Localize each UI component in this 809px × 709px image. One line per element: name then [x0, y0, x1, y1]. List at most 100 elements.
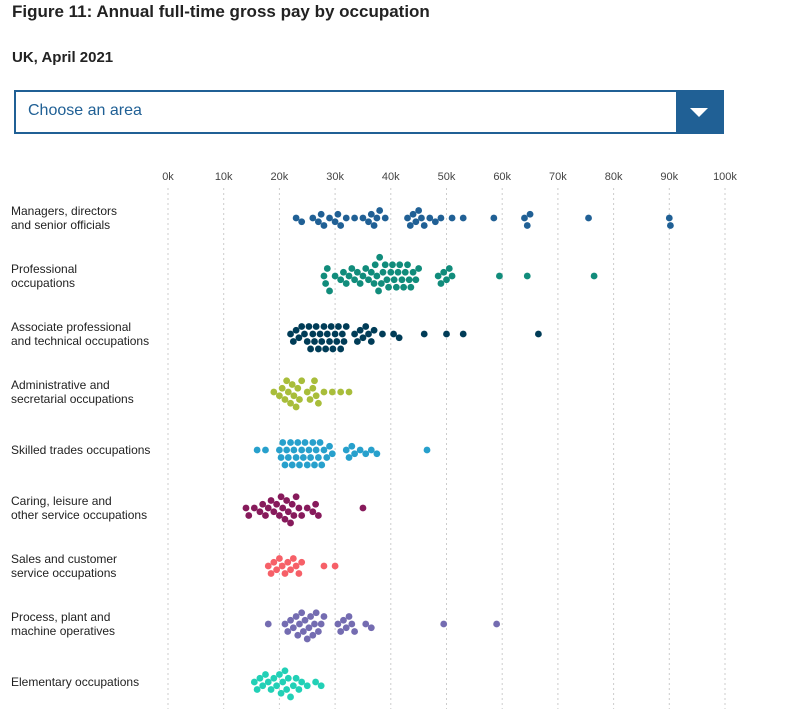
data-point — [295, 504, 303, 512]
data-point — [312, 500, 320, 508]
data-point — [412, 276, 420, 284]
data-point — [289, 624, 297, 632]
data-point — [288, 381, 296, 388]
category-label: service occupations — [11, 566, 116, 580]
data-point — [314, 454, 322, 461]
data-point — [276, 555, 283, 562]
data-point — [277, 689, 285, 697]
data-point — [287, 566, 294, 574]
data-point — [284, 674, 292, 682]
data-point — [295, 334, 303, 342]
data-point — [404, 261, 411, 269]
data-point — [245, 512, 253, 519]
data-point — [326, 214, 333, 222]
data-point — [383, 276, 391, 284]
category-label: Elementary occupations — [11, 675, 139, 689]
data-point — [309, 439, 317, 446]
category-label: Associate professional — [11, 320, 131, 334]
data-point — [322, 280, 330, 287]
data-point — [314, 628, 322, 635]
data-point — [323, 265, 331, 272]
x-tick-label: 70k — [549, 171, 567, 183]
data-point — [284, 388, 292, 396]
category-label: machine operatives — [11, 624, 115, 638]
data-point — [317, 620, 325, 628]
data-point — [270, 508, 278, 516]
data-point — [590, 272, 598, 280]
data-point — [340, 338, 348, 345]
dropdown-button[interactable] — [676, 92, 722, 132]
data-point — [320, 272, 328, 280]
data-point — [448, 272, 456, 280]
data-point — [298, 377, 306, 385]
data-point — [250, 678, 258, 686]
data-point — [394, 268, 402, 276]
data-point — [256, 508, 264, 516]
data-point — [287, 693, 294, 701]
data-point — [437, 214, 445, 222]
data-point — [420, 330, 428, 338]
data-point — [342, 214, 350, 222]
data-point — [326, 338, 333, 345]
x-tick-label: 0k — [162, 171, 174, 183]
data-point — [342, 624, 350, 632]
data-point — [323, 330, 331, 338]
data-point — [359, 334, 367, 342]
data-point — [320, 446, 328, 454]
data-point — [345, 388, 353, 396]
data-point — [337, 628, 345, 635]
data-point — [440, 620, 448, 628]
data-point — [337, 345, 345, 353]
area-select[interactable]: Choose an area — [14, 90, 724, 134]
data-point — [356, 280, 364, 287]
data-point — [523, 222, 531, 229]
data-point — [320, 222, 328, 229]
data-point — [289, 555, 297, 562]
data-point — [303, 682, 311, 690]
data-point — [373, 450, 381, 458]
data-point — [278, 384, 286, 392]
data-point — [328, 450, 336, 458]
data-point — [367, 624, 375, 632]
chart-subtitle: UK, April 2021 — [12, 49, 114, 66]
data-point — [288, 500, 296, 508]
data-point — [289, 682, 297, 690]
x-tick-label: 60k — [493, 171, 511, 183]
data-point — [367, 268, 375, 276]
data-point — [281, 620, 289, 628]
beeswarm-chart: 0k 10k 20k 30k 40k 50k 60k 70k 80k 90k 100k Manager… — [11, 171, 737, 709]
data-point — [329, 345, 337, 353]
data-point — [665, 214, 673, 222]
data-point — [359, 504, 367, 512]
data-point — [320, 613, 328, 620]
category-label: Managers, directors — [11, 204, 117, 218]
data-point — [311, 620, 318, 628]
category-label: Process, plant and — [11, 610, 110, 624]
category-label: Sales and customer — [11, 552, 117, 566]
data-point — [437, 280, 445, 287]
data-point — [362, 450, 370, 458]
data-point — [276, 671, 283, 678]
data-point — [276, 392, 283, 400]
data-point — [345, 613, 353, 620]
data-point — [318, 338, 326, 345]
data-point — [298, 558, 306, 566]
data-point — [312, 323, 320, 330]
data-point — [306, 396, 314, 403]
data-point — [279, 504, 287, 512]
data-point — [307, 454, 314, 461]
data-point — [362, 323, 370, 330]
data-point — [303, 635, 311, 643]
data-point — [317, 210, 325, 218]
data-point — [292, 674, 300, 682]
category-label: Professional — [11, 262, 77, 276]
data-point — [448, 214, 456, 222]
data-point — [331, 272, 339, 280]
data-point — [264, 678, 272, 686]
data-point — [259, 500, 267, 508]
category-label: Caring, leisure and — [11, 494, 112, 508]
data-point — [296, 620, 303, 628]
data-point — [348, 442, 356, 450]
data-point — [431, 218, 439, 226]
data-point — [281, 396, 289, 403]
